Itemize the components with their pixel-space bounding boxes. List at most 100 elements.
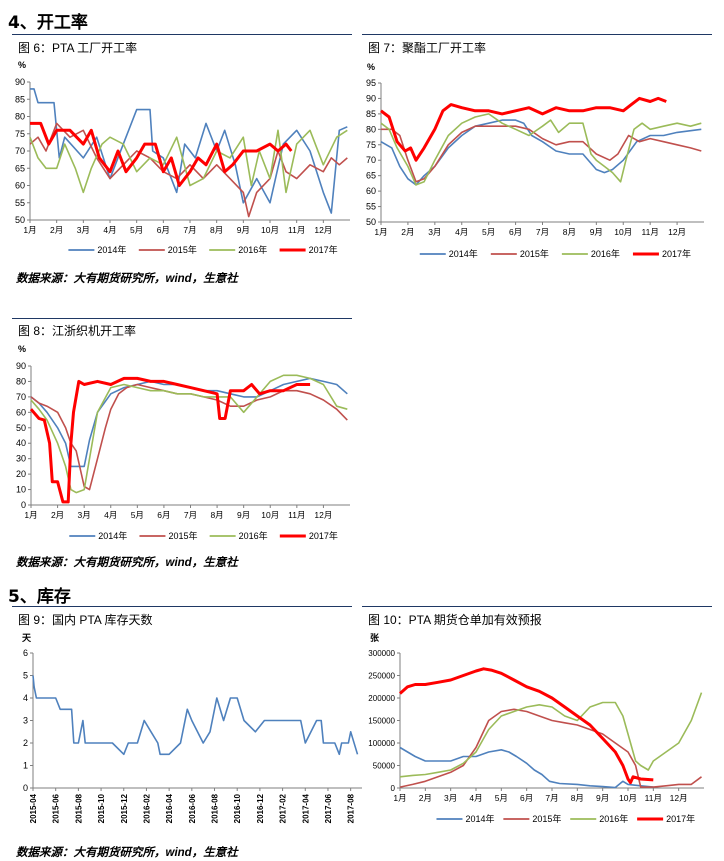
fig9-y-tick-label: 6 bbox=[23, 648, 28, 658]
fig8-legend-label: 2015年 bbox=[168, 530, 197, 541]
fig6-legend-label: 2016年 bbox=[238, 244, 267, 255]
fig6-x-tick-label: 2月 bbox=[50, 225, 63, 235]
fig6-caption-bar bbox=[12, 34, 352, 57]
fig8-y-tick-label: 10 bbox=[16, 485, 26, 495]
fig10-series-2016年 bbox=[399, 692, 703, 778]
fig9-x-tick-label: 2017-06 bbox=[324, 793, 333, 823]
fig7-caption-bar bbox=[362, 34, 712, 57]
fig9-y-tick-label: 0 bbox=[23, 783, 28, 793]
fig7-y-tick-label: 80 bbox=[366, 124, 376, 134]
fig6-y-tick-label: 75 bbox=[15, 129, 25, 139]
fig10-caption-bar bbox=[362, 606, 712, 629]
fig10-x-tick-label: 3月 bbox=[444, 793, 457, 803]
fig10-x-tick-label: 9月 bbox=[596, 793, 609, 803]
fig8-y-tick-label: 30 bbox=[16, 454, 26, 464]
fig10-legend-label: 2017年 bbox=[666, 813, 695, 824]
fig10-y-tick-label: 100000 bbox=[368, 739, 395, 748]
fig6-x-tick-label: 6月 bbox=[157, 225, 170, 235]
fig8-x-tick-label: 2月 bbox=[51, 510, 64, 520]
fig7-y-tick-label: 65 bbox=[366, 171, 376, 181]
fig9-x-tick-label: 2015-08 bbox=[74, 793, 83, 823]
fig9-x-tick-label: 2017-04 bbox=[301, 793, 310, 823]
fig8-y-unit: % bbox=[18, 344, 26, 354]
fig7-x-tick-label: 8月 bbox=[563, 227, 576, 237]
fig10-y-tick-label: 300000 bbox=[368, 649, 395, 658]
fig7-y-tick-label: 70 bbox=[366, 155, 376, 165]
fig8-y-tick-label: 70 bbox=[16, 392, 26, 402]
fig10-y-tick-label: 250000 bbox=[368, 672, 395, 681]
fig8-x-tick-label: 9月 bbox=[237, 510, 250, 520]
fig7-series-2014年 bbox=[380, 119, 702, 186]
section-title-inventory: 5、库存 bbox=[8, 587, 71, 607]
fig9-x-tick-label: 2016-10 bbox=[233, 793, 242, 823]
section-title-operating-rate: 4、开工率 bbox=[8, 13, 88, 33]
fig7-x-tick-label: 4月 bbox=[455, 227, 468, 237]
fig6-y-tick-label: 85 bbox=[15, 94, 25, 104]
fig8-x-tick-label: 12月 bbox=[314, 510, 332, 520]
fig7-x-tick-label: 5月 bbox=[482, 227, 495, 237]
fig10-y-tick-label: 200000 bbox=[368, 694, 395, 703]
fig10-x-tick-label: 5月 bbox=[495, 793, 508, 803]
fig6-x-tick-label: 10月 bbox=[261, 225, 279, 235]
fig6-x-tick-label: 7月 bbox=[183, 225, 196, 235]
fig8-y-tick-label: 0 bbox=[21, 500, 26, 510]
fig7-legend-label: 2014年 bbox=[449, 248, 478, 259]
fig10-x-tick-label: 4月 bbox=[469, 793, 482, 803]
fig7-x-tick-label: 12月 bbox=[668, 227, 686, 237]
fig9-caption-bar bbox=[12, 606, 352, 629]
fig7-y-tick-label: 50 bbox=[366, 217, 376, 227]
fig6-y-tick-label: 70 bbox=[15, 146, 25, 156]
fig9-x-tick-label: 2015-10 bbox=[97, 793, 106, 823]
fig7-x-tick-label: 7月 bbox=[536, 227, 549, 237]
fig8-series-2016年 bbox=[30, 374, 348, 494]
fig7-y-unit: % bbox=[367, 62, 375, 72]
fig6-y-tick-label: 55 bbox=[15, 198, 25, 208]
fig8-x-tick-label: 8月 bbox=[210, 510, 223, 520]
fig7-x-tick-label: 10月 bbox=[614, 227, 632, 237]
fig8-y-tick-label: 60 bbox=[16, 407, 26, 417]
fig10-series-2017年 bbox=[399, 667, 654, 785]
fig9-series-line bbox=[32, 675, 359, 756]
fig6-legend-label: 2014年 bbox=[97, 244, 126, 255]
fig10-x-tick-label: 6月 bbox=[520, 793, 533, 803]
fig8-x-tick-label: 11月 bbox=[288, 510, 305, 520]
fig10-x-tick-label: 11月 bbox=[645, 793, 662, 803]
fig8-x-tick-label: 7月 bbox=[184, 510, 197, 520]
fig10-y-tick-label: 50000 bbox=[373, 762, 396, 771]
fig8-x-tick-label: 5月 bbox=[131, 510, 144, 520]
fig9-title: 图 9：国内 PTA 库存天数 bbox=[18, 613, 153, 627]
fig6-x-tick-label: 4月 bbox=[103, 225, 116, 235]
fig7-y-tick-label: 95 bbox=[366, 78, 376, 88]
fig10-legend-label: 2014年 bbox=[465, 813, 494, 824]
fig6-x-tick-label: 3月 bbox=[77, 225, 90, 235]
fig7-series-2017年 bbox=[380, 96, 667, 162]
fig10-series-2014年 bbox=[399, 746, 654, 789]
fig6-x-tick-label: 8月 bbox=[210, 225, 223, 235]
fig7-y-tick-label: 90 bbox=[366, 93, 376, 103]
fig8-title: 图 8：江浙织机开工率 bbox=[18, 324, 137, 338]
fig7-x-tick-label: 6月 bbox=[509, 227, 522, 237]
fig8-x-tick-label: 3月 bbox=[78, 510, 91, 520]
fig6-x-tick-label: 1月 bbox=[23, 225, 36, 235]
fig9-y-tick-label: 1 bbox=[23, 761, 28, 771]
fig10-y-tick-label: 0 bbox=[391, 784, 396, 793]
fig10-legend-label: 2015年 bbox=[532, 813, 561, 824]
fig8-x-tick-label: 6月 bbox=[157, 510, 170, 520]
fig7-x-tick-label: 2月 bbox=[401, 227, 414, 237]
source-note-2: 数据来源：大有期货研究所，wind，生意社 bbox=[16, 557, 238, 569]
fig6-y-tick-label: 90 bbox=[15, 77, 25, 87]
fig6-y-tick-label: 50 bbox=[15, 215, 25, 225]
fig9-x-tick-label: 2016-02 bbox=[142, 793, 151, 823]
fig6-series-2017年 bbox=[30, 121, 293, 187]
fig9-y-tick-label: 4 bbox=[23, 693, 28, 703]
fig9-x-tick-label: 2015-06 bbox=[52, 793, 61, 823]
fig6-series-2014年 bbox=[30, 88, 348, 214]
source-note-1: 数据来源：大有期货研究所，wind，生意社 bbox=[16, 273, 238, 285]
fig7-legend-label: 2016年 bbox=[591, 248, 620, 259]
fig7-x-tick-label: 3月 bbox=[428, 227, 441, 237]
fig8-legend-label: 2014年 bbox=[98, 530, 127, 541]
fig10-x-tick-label: 10月 bbox=[619, 793, 637, 803]
fig8-legend-label: 2016年 bbox=[239, 530, 268, 541]
fig6-y-tick-label: 65 bbox=[15, 163, 25, 173]
